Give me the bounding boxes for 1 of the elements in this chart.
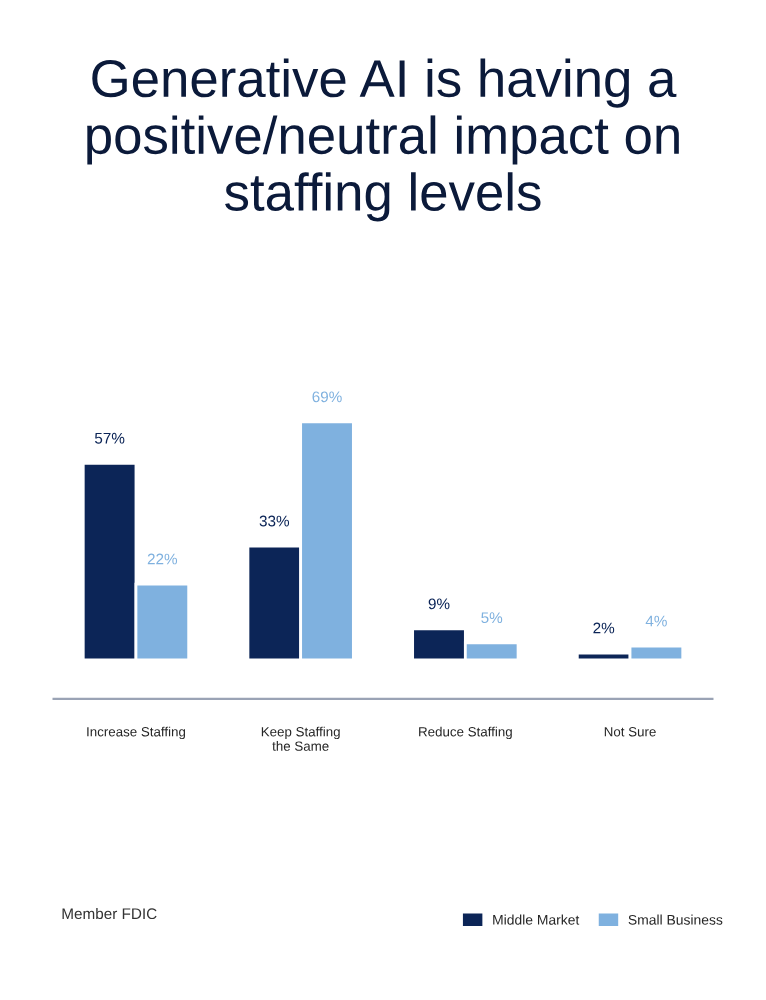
chart-title: Generative AI is having a positive/neutral impact on staffing levels (87, 58, 679, 222)
